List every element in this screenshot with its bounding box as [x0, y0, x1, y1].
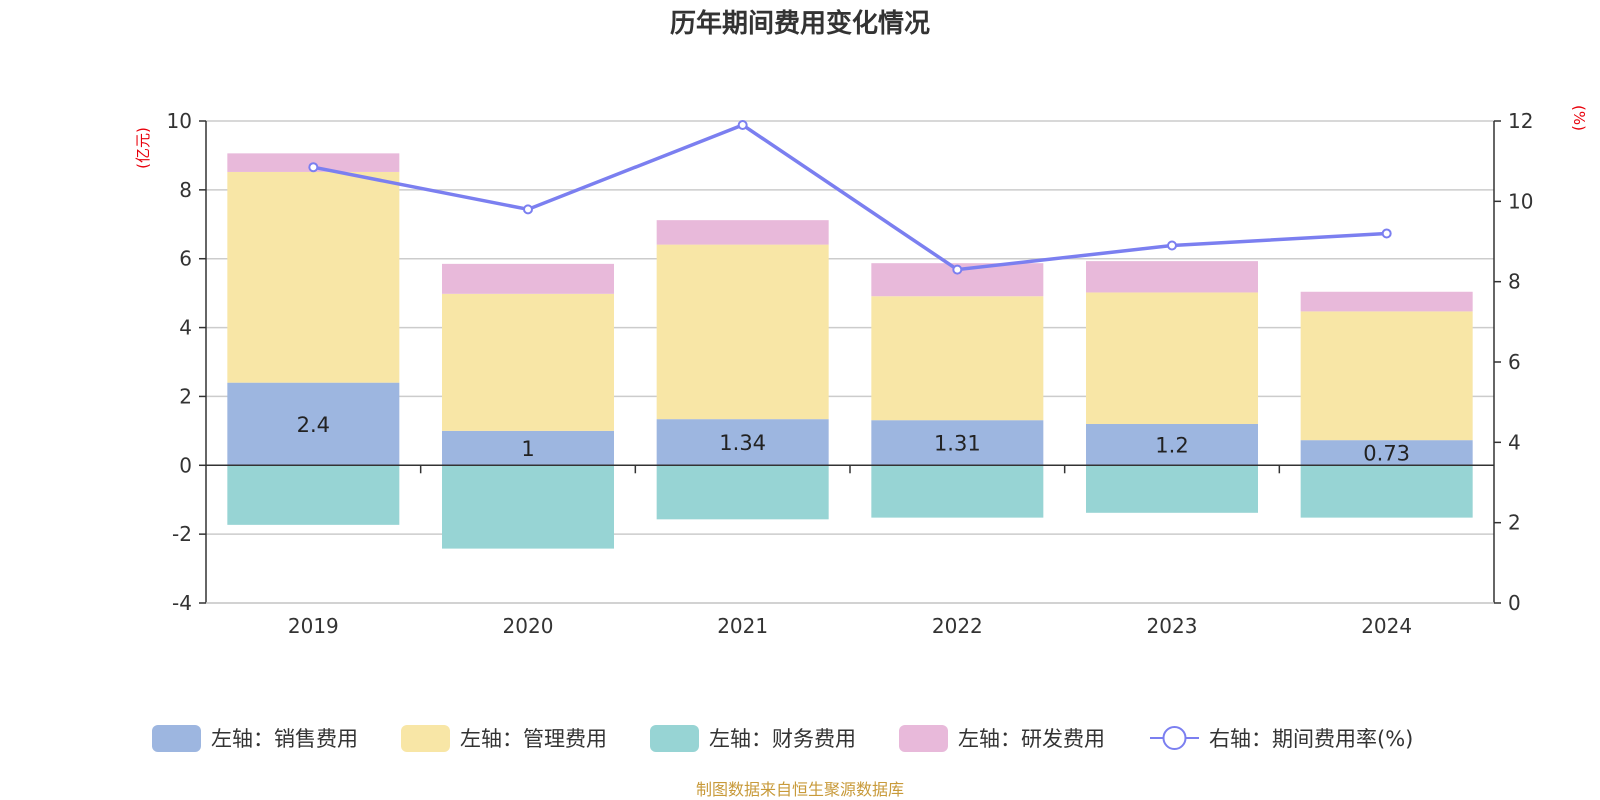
rate-point — [737, 120, 748, 131]
left-axis-unit: (亿元) — [134, 127, 152, 169]
right-tick-label: 8 — [1508, 270, 1521, 294]
x-tick-label: 2019 — [288, 614, 339, 638]
x-tick-label: 2020 — [503, 614, 554, 638]
x-tick-label: 2022 — [932, 614, 983, 638]
rate-point — [308, 162, 319, 173]
right-tick-label: 2 — [1508, 511, 1521, 535]
sales-data-label: 1.31 — [934, 432, 981, 456]
sales-data-label: 1.34 — [719, 431, 766, 455]
right-tick-label: 4 — [1508, 430, 1521, 454]
chart-title: 历年期间费用变化情况 — [670, 8, 930, 39]
bars-group — [227, 153, 1473, 549]
left-tick-label: 6 — [179, 247, 192, 271]
bar-左轴销售费用-2022 — [871, 420, 1044, 466]
legend-swatch — [152, 725, 201, 752]
bar-左轴财务费用-2020 — [442, 465, 614, 549]
left-tick-label: -4 — [172, 591, 192, 615]
bar-左轴研发费用-2021 — [656, 220, 829, 245]
rate-point — [952, 264, 963, 275]
data-labels-group: 2.4 1 1.34 1.31 1.2 0.73 — [297, 413, 1410, 466]
bar-左轴财务费用-2023 — [1086, 465, 1258, 513]
legend-label: 左轴：管理费用 — [460, 727, 607, 751]
left-tick-label: 0 — [179, 453, 192, 477]
legend-circle-swatch — [1162, 726, 1187, 750]
left-tick-label: -2 — [172, 522, 192, 546]
bar-左轴管理费用-2023 — [1086, 292, 1258, 424]
legend-label: 左轴：销售费用 — [211, 727, 358, 751]
x-tick-label: 2023 — [1147, 614, 1198, 638]
sales-data-label: 1 — [521, 437, 534, 461]
source-note: 制图数据来自恒生聚源数据库 — [696, 780, 904, 799]
bar-左轴销售费用-2023 — [1086, 423, 1258, 466]
left-tick-label: 4 — [179, 316, 192, 340]
bar-左轴财务费用-2019 — [227, 465, 400, 525]
rate-point — [1167, 240, 1177, 251]
legend-swatch — [650, 725, 699, 752]
left-tick-label: 10 — [167, 109, 192, 133]
x-tick-label: 2024 — [1361, 614, 1412, 638]
legend: 左轴：销售费用 左轴：管理费用 左轴：财务费用 左轴：研发费用 右轴：期间费用率(%) — [152, 725, 1413, 752]
bar-左轴销售费用-2019 — [227, 382, 400, 466]
rate-line-group — [308, 120, 1392, 275]
left-tick-label: 8 — [179, 178, 192, 202]
bar-左轴销售费用-2020 — [442, 430, 614, 466]
rate-point — [1381, 228, 1392, 239]
legend-label: 右轴：期间费用率(%) — [1209, 727, 1413, 751]
bar-左轴研发费用-2023 — [1086, 261, 1258, 293]
legend-swatch — [899, 725, 948, 752]
bar-左轴研发费用-2024 — [1300, 291, 1473, 312]
right-tick-label: 6 — [1508, 350, 1521, 374]
right-tick-label: 10 — [1508, 189, 1533, 213]
bar-左轴管理费用-2020 — [442, 293, 614, 431]
left-tick-label: 2 — [179, 384, 192, 408]
bar-左轴财务费用-2021 — [656, 465, 829, 520]
bar-左轴管理费用-2024 — [1300, 311, 1473, 441]
bar-左轴研发费用-2020 — [442, 263, 614, 294]
bar-左轴管理费用-2019 — [227, 171, 400, 383]
rate-point — [523, 204, 533, 215]
x-tick-label: 2021 — [717, 614, 768, 638]
right-tick-label: 0 — [1508, 591, 1521, 615]
axes-group: 10 8 6 4 2 0 -2 -4 12 10 8 6 4 2 0 2019 2020 2021 2022 2023… — [167, 109, 1534, 638]
bar-左轴财务费用-2022 — [871, 465, 1044, 518]
legend-label: 左轴：研发费用 — [958, 727, 1105, 751]
bar-左轴销售费用-2024 — [1300, 440, 1473, 466]
bar-左轴财务费用-2024 — [1300, 465, 1473, 518]
right-tick-label: 12 — [1508, 109, 1533, 133]
sales-data-label: 1.2 — [1155, 434, 1188, 458]
sales-data-label: 0.73 — [1363, 442, 1410, 466]
legend-swatch — [401, 725, 450, 752]
legend-label: 左轴：财务费用 — [709, 727, 856, 751]
bar-左轴管理费用-2022 — [871, 296, 1044, 421]
right-axis-unit: (%) — [1570, 105, 1588, 131]
bar-左轴销售费用-2021 — [656, 419, 829, 466]
bar-左轴管理费用-2021 — [656, 244, 829, 420]
rate-line — [312, 123, 1387, 272]
sales-data-label: 2.4 — [297, 413, 330, 437]
